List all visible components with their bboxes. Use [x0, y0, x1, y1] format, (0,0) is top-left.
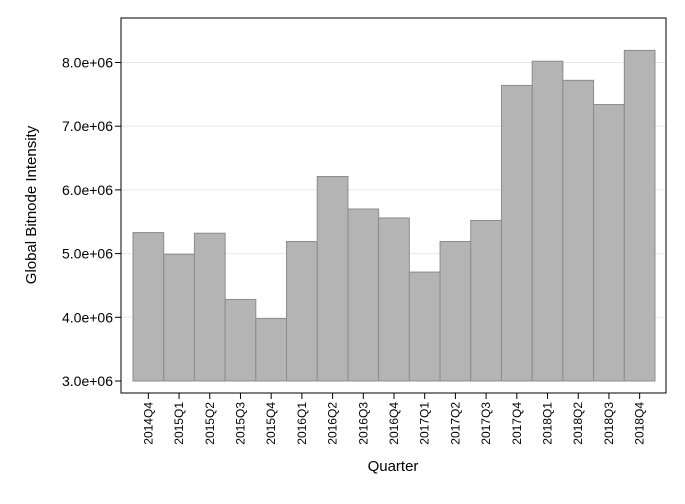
- bar: [347, 208, 380, 382]
- y-tick-label: 5.0e+06: [62, 246, 113, 262]
- y-axis-label: Global Bitnode Intensity: [23, 125, 40, 284]
- y-tick-label: 7.0e+06: [62, 118, 113, 134]
- bar: [193, 232, 226, 382]
- bars: [132, 49, 656, 382]
- x-tick-label: 2017Q2: [448, 402, 462, 445]
- x-tick-label: 2016Q4: [387, 402, 401, 445]
- x-tick-label: 2018Q4: [633, 402, 647, 445]
- y-tick-label: 4.0e+06: [62, 309, 113, 325]
- bar: [132, 232, 165, 382]
- x-tick-label: 2015Q2: [203, 402, 217, 445]
- x-axis-label: Quarter: [368, 458, 419, 475]
- x-tick-label: 2018Q3: [602, 402, 616, 445]
- bar: [316, 176, 349, 382]
- y-tick-label: 6.0e+06: [62, 182, 113, 198]
- x-tick-label: 2015Q4: [264, 402, 278, 445]
- x-tick-label: 2017Q1: [418, 402, 432, 445]
- x-tick-label: 2018Q2: [571, 402, 585, 445]
- x-tick-label: 2016Q3: [356, 402, 370, 445]
- x-tick-label: 2015Q3: [233, 402, 247, 445]
- x-tick-label: 2016Q1: [295, 402, 309, 445]
- bar: [255, 318, 288, 382]
- x-tick-label: 2014Q4: [141, 402, 155, 445]
- bar: [470, 219, 502, 382]
- x-tick-label: 2018Q1: [541, 402, 555, 445]
- x-tick-label: 2017Q3: [479, 402, 493, 445]
- bar: [562, 79, 595, 382]
- bar: [286, 240, 318, 382]
- bar: [378, 217, 410, 382]
- bar: [500, 84, 533, 382]
- bar: [593, 104, 625, 382]
- y-axis-ticks: 3.0e+06 4.0e+06 5.0e+06 6.0e+06 7.0e+06 8.0e+…: [62, 55, 121, 389]
- bar: [163, 253, 195, 382]
- x-tick-label: 2015Q1: [172, 402, 186, 445]
- x-tick-label: 2017Q4: [510, 402, 524, 445]
- bar: [408, 271, 441, 382]
- x-axis-ticks: 2014Q4 2015Q1 2015Q2 2015Q3 2015Q4 2016Q1 2016…: [141, 393, 647, 445]
- bar: [224, 298, 257, 382]
- bar: [439, 240, 472, 382]
- bar: [623, 49, 656, 382]
- bar: [531, 60, 564, 382]
- y-tick-label: 8.0e+06: [62, 55, 113, 71]
- y-tick-label: 3.0e+06: [62, 373, 113, 389]
- x-tick-label: 2016Q2: [326, 402, 340, 445]
